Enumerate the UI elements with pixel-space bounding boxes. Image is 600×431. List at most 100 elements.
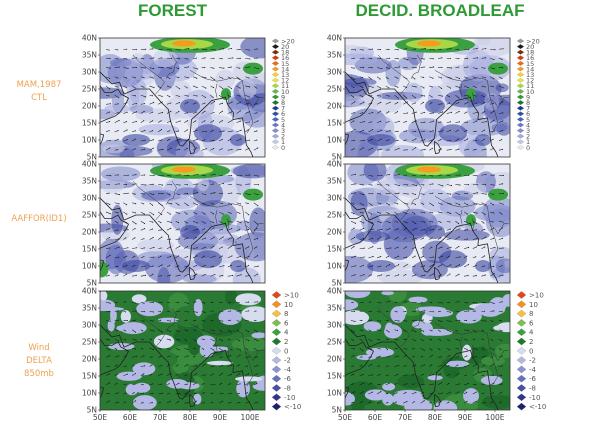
wind-vector-arrow — [245, 129, 249, 133]
wind-vector-arrow — [227, 211, 232, 214]
lat-tick-label: 30N — [327, 194, 342, 203]
wind-vector-arrow — [149, 111, 153, 114]
wind-vector-head — [441, 103, 443, 105]
wind-vector-head — [161, 139, 163, 141]
wind-vector-arrow — [481, 139, 485, 142]
wind-vector-arrow — [377, 229, 382, 231]
wind-vector-arrow — [368, 139, 373, 142]
wind-vector-head — [204, 96, 206, 98]
wind-vector-head — [379, 78, 381, 80]
wind-vector-head — [159, 87, 162, 89]
wind-vector-arrow — [114, 220, 119, 224]
wind-vector-head — [388, 87, 390, 89]
wind-vector-head — [432, 273, 434, 275]
wind-vector-head — [134, 255, 136, 257]
wind-vector-arrow — [411, 184, 417, 186]
delta-shading-patch — [365, 347, 395, 357]
wind-vector-head — [153, 246, 155, 249]
wind-vector-head — [353, 67, 355, 69]
wind-vector-head — [160, 275, 162, 277]
wind-vector-head — [186, 319, 188, 321]
wind-vector-arrow — [184, 102, 188, 105]
colorbar-swatch — [271, 88, 280, 94]
wind-vector-arrow — [218, 120, 223, 123]
wind-vector-head — [161, 112, 164, 114]
wind-vector-head — [239, 265, 241, 267]
delta-shading-patch — [100, 299, 116, 311]
country-border — [487, 206, 509, 235]
lon-tick-label: 60E — [123, 413, 138, 422]
wind-vector-head — [476, 120, 478, 122]
wind-vector-arrow — [490, 363, 495, 367]
wind-vector-arrow — [350, 347, 355, 350]
wind-vector-arrow — [158, 392, 163, 395]
wind-vector-head — [118, 66, 120, 68]
wind-vector-head — [372, 86, 374, 88]
colorbar-label: <-10 — [529, 403, 546, 411]
wind-vector-head — [108, 130, 110, 132]
wind-vector-arrow — [192, 382, 197, 386]
wind-vector-head — [256, 103, 258, 105]
wind-vector-head — [363, 139, 365, 141]
wind-vector-head — [108, 237, 111, 239]
wind-vector-arrow — [437, 94, 443, 97]
wind-vector-head — [352, 301, 354, 304]
wind-vector-head — [398, 184, 400, 187]
wind-vector-arrow — [498, 274, 504, 277]
colorbar-label: >20 — [526, 37, 540, 45]
wind-vector-head — [501, 340, 503, 342]
wind-vector-arrow — [446, 121, 451, 123]
wind-vector-head — [230, 392, 232, 394]
wind-vector-head — [118, 355, 120, 357]
wind-vector-head — [152, 77, 154, 79]
wind-vector-head — [415, 302, 417, 304]
wind-vector-head — [144, 228, 146, 230]
wind-vector-head — [248, 49, 250, 51]
wind-vector-arrow — [140, 211, 145, 215]
wind-vector-head — [414, 203, 416, 205]
wind-vector-arrow — [490, 347, 495, 351]
wind-vector-head — [450, 48, 452, 50]
wind-vector-arrow — [481, 402, 486, 404]
wind-vector-arrow — [455, 193, 460, 195]
wind-vector-arrow — [464, 247, 469, 249]
wind-vector-head — [440, 356, 442, 358]
speed-shading-patch — [380, 145, 424, 157]
wind-vector-head — [247, 331, 250, 333]
wind-vector-arrow — [411, 255, 416, 259]
wind-vector-arrow — [201, 120, 206, 123]
wind-vector-head — [203, 383, 205, 385]
wind-vector-arrow — [437, 255, 443, 259]
wind-vector-head — [502, 120, 504, 122]
wind-vector-arrow — [359, 85, 364, 88]
wind-vector-head — [431, 364, 433, 366]
speed-shading-patch — [180, 225, 200, 239]
wind-vector-arrow — [420, 211, 425, 214]
wind-vector-arrow — [227, 329, 232, 333]
wind-vector-arrow — [253, 174, 259, 177]
wind-vector-head — [389, 221, 391, 223]
wind-vector-head — [117, 138, 119, 141]
wind-vector-arrow — [429, 48, 435, 51]
wind-vector-arrow — [446, 329, 451, 332]
wind-vector-arrow — [158, 57, 162, 59]
wind-vector-head — [459, 383, 461, 385]
wind-vector-head — [171, 203, 173, 205]
map-frame — [344, 163, 511, 284]
wind-vector-arrow — [175, 76, 179, 78]
wind-vector-arrow — [420, 102, 424, 105]
wind-vector-head — [370, 274, 372, 276]
wind-vector-head — [484, 67, 486, 69]
wind-vector-head — [484, 111, 486, 113]
lat-tick-label: 5N — [332, 406, 342, 415]
wind-vector-head — [186, 228, 188, 230]
wind-vector-head — [432, 112, 434, 114]
wind-vector-head — [492, 138, 494, 140]
wind-vector-head — [195, 236, 197, 238]
wind-vector-head — [362, 212, 364, 214]
wind-vector-arrow — [464, 121, 468, 123]
country-border — [472, 218, 475, 231]
wind-vector-arrow — [158, 129, 162, 133]
wind-vector-head — [370, 78, 372, 80]
wind-vector-arrow — [411, 111, 417, 114]
